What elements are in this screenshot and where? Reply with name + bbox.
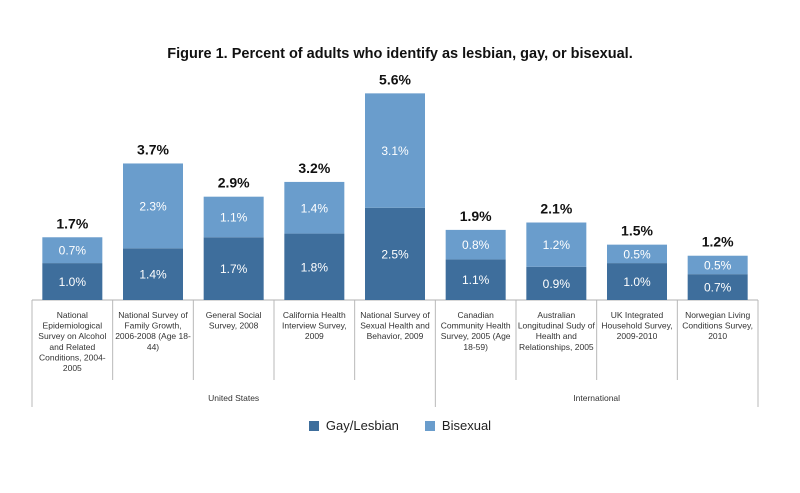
category-label-line: Sexual Health and — [360, 321, 430, 331]
legend: Gay/Lesbian Bisexual — [0, 418, 800, 433]
bar-segment-gay-lesbian — [607, 263, 667, 300]
category-label-line: and Related — [49, 342, 95, 352]
category-label: Norwegian Living Conditions Survey, 2010 — [682, 310, 753, 341]
category-label-line: 44) — [147, 342, 159, 352]
bar-segment-gay-lesbian — [687, 274, 748, 300]
category-label-line: Epidemiological — [43, 321, 103, 331]
data-label-bisexual: 0.5% — [704, 258, 732, 272]
category-label: National Epidemiological Survey on Alcohol… — [38, 310, 106, 373]
category-label-line: 2009 — [305, 331, 324, 341]
chart-title: Figure 1. Percent of adults who identify… — [167, 46, 633, 62]
bar-segment-gay-lesbian — [284, 233, 345, 300]
bar-segment-bisexual — [445, 229, 506, 260]
bar-segment-bisexual — [687, 255, 748, 275]
data-label-total: 2.9% — [218, 175, 250, 191]
legend-item-gay-lesbian: Gay/Lesbian — [308, 418, 399, 433]
category-label-line: Interview Survey, — [282, 321, 347, 331]
bar-segment-gay-lesbian — [445, 259, 506, 300]
data-label-gay-lesbian: 0.7% — [704, 281, 732, 295]
category-label: National Survey of Sexual Health and Behav… — [360, 310, 430, 341]
legend-label-bisexual: Bisexual — [441, 418, 492, 433]
category-label-line: Survey on Alcohol — [38, 331, 106, 341]
data-label-gay-lesbian: 2.5% — [381, 247, 409, 261]
bar-segment-gay-lesbian — [123, 248, 183, 300]
category-label: UK Integrated Household Survey, 2009-2010 — [601, 310, 672, 341]
bar-segment-gay-lesbian — [42, 263, 103, 300]
data-label-gay-lesbian: 0.9% — [543, 277, 571, 291]
category-label: Canadian Community Health Survey, 2005 (Ag… — [441, 310, 511, 352]
data-label-bisexual: 3.1% — [381, 144, 409, 158]
data-label-bisexual: 0.5% — [623, 247, 651, 261]
data-label-bisexual: 1.2% — [543, 238, 571, 252]
category-label-line: California Health — [283, 310, 346, 320]
bar-segment-bisexual — [607, 244, 667, 264]
category-label-line: 2006-2008 (Age 18- — [115, 331, 191, 341]
category-label-line: Family Growth, — [124, 321, 181, 331]
category-label-line: Canadian — [457, 310, 494, 320]
data-label-total: 1.5% — [621, 223, 653, 239]
data-label-gay-lesbian: 1.7% — [220, 262, 248, 276]
data-label-bisexual: 1.1% — [220, 210, 248, 224]
data-label-gay-lesbian: 1.0% — [59, 275, 87, 289]
bar-segment-gay-lesbian — [526, 266, 587, 300]
data-label-total: 2.1% — [540, 201, 572, 217]
category-label-line: Longitudinal Sudy of — [518, 321, 596, 331]
category-label-line: National Survey of — [360, 310, 430, 320]
bar-segment-gay-lesbian — [203, 237, 264, 300]
data-label-bisexual: 1.4% — [301, 201, 329, 215]
data-label-total: 3.2% — [298, 160, 330, 176]
category-label-line: Conditions Survey, — [682, 321, 753, 331]
data-label-total: 3.7% — [137, 141, 169, 157]
bar-segment-bisexual — [365, 93, 425, 208]
category-label-line: Norwegian Living — [685, 310, 750, 320]
data-label-total: 5.6% — [379, 71, 411, 87]
data-label-bisexual: 0.7% — [59, 244, 87, 258]
category-label: Australian Longitudinal Sudy of Health and… — [518, 310, 596, 352]
category-label-line: 18-59) — [463, 342, 488, 352]
data-label-total: 1.7% — [56, 215, 88, 231]
category-label-line: Behavior, 2009 — [367, 331, 424, 341]
data-label-bisexual: 2.3% — [139, 199, 167, 213]
bar-segment-gay-lesbian — [365, 207, 425, 300]
category-label-line: Conditions, 2004- — [39, 352, 106, 362]
category-label-line: General Social — [206, 310, 262, 320]
data-label-gay-lesbian: 1.4% — [139, 268, 167, 282]
category-label: California Health Interview Survey, 2009 — [282, 310, 347, 341]
category-label-line: 2005 — [63, 363, 82, 373]
bar-segment-bisexual — [123, 163, 183, 249]
category-label-line: National — [57, 310, 88, 320]
category-label-line: Community Health — [441, 321, 511, 331]
legend-item-bisexual: Bisexual — [424, 418, 492, 433]
bar-segment-bisexual — [284, 181, 345, 234]
data-label-total: 1.2% — [702, 234, 734, 250]
legend-label-gay-lesbian: Gay/Lesbian — [325, 418, 399, 433]
category-label-line: Survey, 2005 (Age — [441, 331, 511, 341]
data-label-total: 1.9% — [460, 208, 492, 224]
category-label-line: Health and — [536, 331, 577, 341]
group-label: United States — [208, 393, 259, 403]
bar-segment-bisexual — [526, 222, 587, 267]
data-label-gay-lesbian: 1.0% — [623, 275, 651, 289]
bar-segment-bisexual — [203, 196, 264, 238]
legend-swatch-bisexual — [424, 420, 435, 431]
bar-segment-bisexual — [42, 237, 103, 264]
data-label-bisexual: 0.8% — [462, 238, 490, 252]
group-label: International — [573, 393, 620, 403]
data-label-gay-lesbian: 1.8% — [301, 260, 329, 274]
category-label-line: National Survey of — [118, 310, 188, 320]
category-label-line: Household Survey, — [601, 321, 672, 331]
category-label-line: Australian — [537, 310, 575, 320]
category-label-line: Survey, 2008 — [209, 321, 259, 331]
data-label-gay-lesbian: 1.1% — [462, 273, 490, 287]
category-label: National Survey of Family Growth, 2006-200… — [115, 310, 191, 352]
category-label-line: UK Integrated — [611, 310, 664, 320]
category-label-line: 2010 — [708, 331, 727, 341]
category-label-line: Relationships, 2005 — [519, 342, 594, 352]
category-label-line: 2009-2010 — [617, 331, 658, 341]
category-label: General Social Survey, 2008 — [206, 310, 262, 331]
legend-swatch-gay-lesbian — [308, 420, 319, 431]
